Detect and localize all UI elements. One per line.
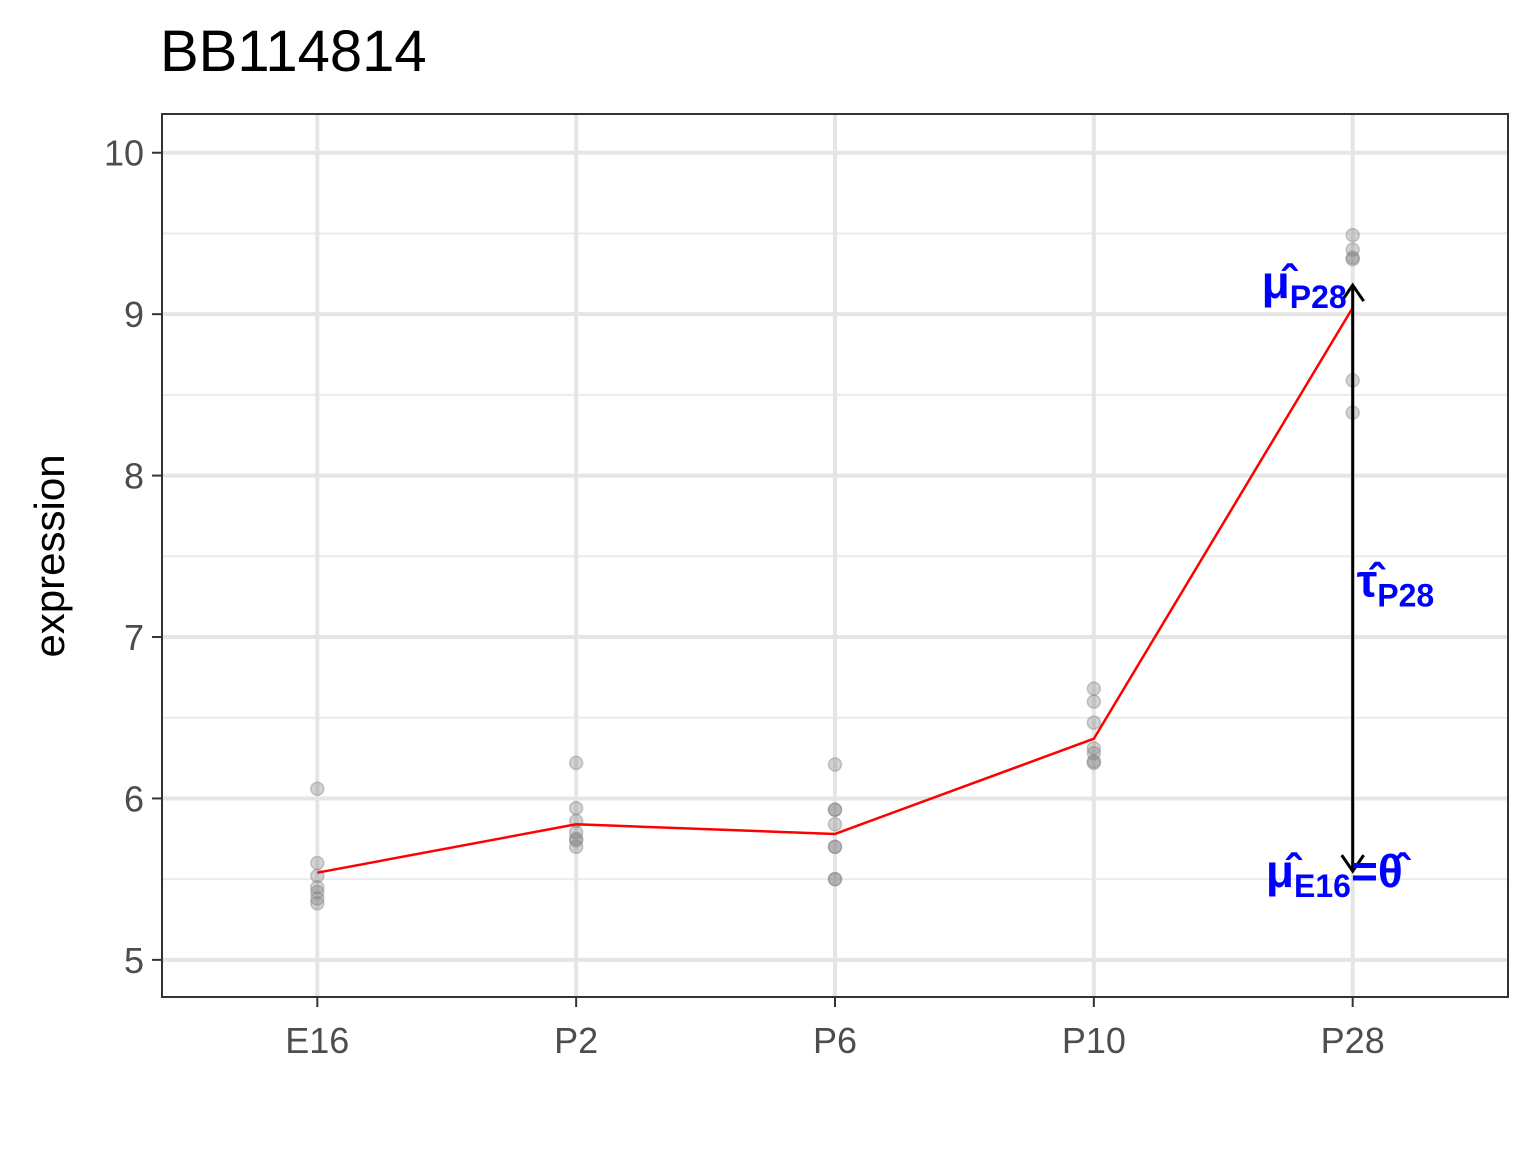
chart-title: BB114814 [160,19,427,84]
data-point [568,831,584,847]
marks: μ̂P28 τ̂P28 μ̂E16=θ̂ [310,227,1434,911]
y-tick-label: 9 [124,294,144,335]
data-point [827,871,843,887]
x-tick-label: P6 [813,1020,857,1061]
data-point [827,839,843,855]
x-tick-label: P10 [1062,1020,1126,1061]
data-point [1345,242,1360,257]
data-point [1345,227,1360,243]
annotation-label: μ̂P28 [1262,256,1347,315]
x-tick-label: P2 [554,1020,598,1061]
annotation-label: μ̂E16=θ̂ [1266,845,1412,904]
y-tick-label: 10 [104,133,144,174]
data-point [827,802,843,817]
data-point [568,839,584,855]
arrow-head-bottom [1340,854,1365,874]
data-point [568,755,584,771]
data-point [827,802,843,817]
y-tick-label: 5 [124,940,144,981]
data-point [568,833,584,848]
data-point [827,757,843,772]
y-tick-label: 8 [124,456,144,497]
data-point [827,817,843,832]
data-point [310,884,325,900]
data-point [1086,741,1102,756]
data-point [1086,755,1102,771]
data-point [310,879,325,895]
annotation-label: τ̂P28 [1357,555,1434,614]
axes: 5 6 7 8 9 10 E16 P2 P6 P10 P28 [104,133,1385,1061]
data-point [310,896,325,911]
data-point [1086,681,1102,696]
y-axis-label: expression [26,454,73,657]
y-tick-label: 6 [124,778,144,819]
data-point [1345,250,1360,265]
y-tick-label: 7 [124,617,144,658]
x-tick-label: P28 [1321,1020,1385,1061]
data-point [827,871,843,887]
data-point [827,839,843,855]
data-point [1086,754,1102,769]
data-point [1345,252,1360,267]
data-point [310,855,325,871]
data-point [310,891,325,906]
data-point [1086,694,1102,709]
x-tick-label: E16 [285,1020,349,1061]
mean-line [317,307,1354,874]
data-point [310,781,325,797]
data-point [1086,715,1102,730]
grid [162,114,1508,997]
arrow-head-top [1340,282,1365,302]
data-point [568,800,584,816]
data-point [1086,745,1102,761]
data-point [568,825,584,840]
